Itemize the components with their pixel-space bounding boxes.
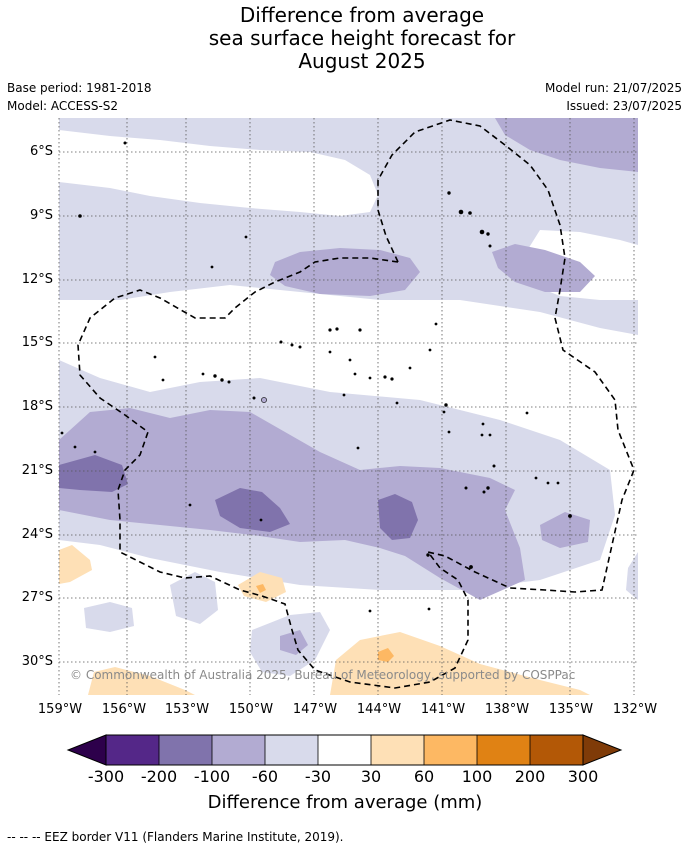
anomaly-patch-sw-1 bbox=[84, 602, 134, 632]
eez-footnote: -- -- -- EEZ border V11 (Flanders Marine… bbox=[7, 830, 344, 844]
title-line-2: sea surface height forecast for bbox=[208, 26, 516, 50]
colorbar-label-p200: 200 bbox=[514, 767, 546, 786]
colorbar-label-p30: 30 bbox=[360, 767, 382, 786]
lat-label-18s: 18°S bbox=[21, 399, 53, 414]
colorbar-label-p100: 100 bbox=[461, 767, 493, 786]
lon-label-153w: 153°W bbox=[164, 702, 210, 717]
lat-label-21s: 21°S bbox=[21, 463, 53, 478]
lat-label-9s: 9°S bbox=[29, 208, 53, 223]
colorbar-segment bbox=[424, 735, 477, 765]
anomaly-region-dark-central bbox=[215, 488, 290, 532]
colorbar-segment bbox=[371, 735, 424, 765]
colorbar-title: Difference from average (mm) bbox=[207, 792, 483, 813]
model-run: Model run: 21/07/2025 bbox=[544, 81, 682, 95]
base-period: Base period: 1981-2018 bbox=[7, 81, 152, 95]
anomaly-fields bbox=[59, 118, 638, 695]
anomaly-patch-south-dark bbox=[280, 630, 308, 655]
anomaly-region-south-mid bbox=[59, 408, 525, 600]
lat-label-30s: 30°S bbox=[21, 654, 53, 669]
eez-border-central bbox=[77, 257, 469, 689]
islands bbox=[60, 141, 572, 613]
colorbar-label-m300: -300 bbox=[87, 767, 125, 786]
colorbar-segment bbox=[212, 735, 265, 765]
copyright-text: © Commonwealth of Australia 2025, Bureau… bbox=[70, 668, 576, 682]
anomaly-region-dark-west bbox=[59, 455, 128, 492]
eez-borders bbox=[77, 119, 635, 689]
forecast-map bbox=[58, 118, 638, 695]
title-line-1: Difference from average bbox=[239, 3, 485, 27]
anomaly-region-ne bbox=[495, 118, 638, 172]
lon-label-156w: 156°W bbox=[101, 702, 147, 717]
colorbar-label-m60: -60 bbox=[251, 767, 279, 786]
anomaly-patch-sw-2 bbox=[170, 572, 218, 624]
gridlines bbox=[58, 118, 638, 695]
issued-date: Issued: 23/07/2025 bbox=[566, 99, 682, 113]
eez-border-north bbox=[377, 119, 635, 593]
colorbar-extend-low bbox=[66, 734, 107, 766]
anomaly-region-11s-east bbox=[492, 244, 595, 292]
anomaly-region-south-east-mid bbox=[540, 512, 590, 548]
lat-label-6s: 6°S bbox=[29, 144, 53, 159]
colorbar-label-m30: -30 bbox=[304, 767, 332, 786]
lat-label-24s: 24°S bbox=[21, 527, 53, 542]
anomaly-positive-south-core bbox=[378, 648, 394, 662]
colorbar-label-m100: -100 bbox=[193, 767, 231, 786]
lon-label-150w: 150°W bbox=[228, 702, 274, 717]
colorbar-segment bbox=[477, 735, 530, 765]
colorbar-segment bbox=[265, 735, 318, 765]
lon-label-159w: 159°W bbox=[37, 702, 83, 717]
anomaly-positive-southwest bbox=[88, 667, 195, 695]
colorbar-segment bbox=[318, 735, 371, 765]
lon-label-132w: 132°W bbox=[612, 702, 658, 717]
anomaly-region-dark-east bbox=[378, 494, 418, 540]
colorbar-label-m200: -200 bbox=[140, 767, 178, 786]
lon-label-141w: 141°W bbox=[420, 702, 466, 717]
colorbar-segment bbox=[159, 735, 212, 765]
anomaly-positive-west bbox=[59, 545, 92, 584]
colorbar-label-p60: 60 bbox=[413, 767, 435, 786]
colorbar-label-p300: 300 bbox=[567, 767, 599, 786]
title-line-3: August 2025 bbox=[298, 49, 426, 73]
anomaly-positive-south bbox=[330, 632, 590, 695]
anomaly-positive-central-core bbox=[256, 584, 266, 593]
colorbar-segment bbox=[530, 735, 583, 765]
map-title: Difference from average sea surface heig… bbox=[0, 4, 690, 73]
lon-label-138w: 138°W bbox=[484, 702, 530, 717]
colorbar bbox=[66, 734, 623, 766]
anomaly-gap-north bbox=[59, 130, 378, 216]
lon-label-144w: 144°W bbox=[356, 702, 402, 717]
lat-label-27s: 27°S bbox=[21, 590, 53, 605]
lon-label-147w: 147°W bbox=[292, 702, 338, 717]
colorbar-segment bbox=[106, 735, 159, 765]
anomaly-patch-east-edge bbox=[626, 552, 638, 600]
meta-right: Model run: 21/07/2025 Issued: 23/07/2025 bbox=[545, 79, 682, 115]
meta-left: Base period: 1981-2018 Model: ACCESS-S2 bbox=[7, 79, 152, 115]
colorbar-extend-high bbox=[582, 734, 623, 766]
lat-label-15s: 15°S bbox=[21, 335, 53, 350]
lat-label-12s: 12°S bbox=[21, 272, 53, 287]
lon-label-135w: 135°W bbox=[548, 702, 594, 717]
model-name: Model: ACCESS-S2 bbox=[7, 99, 119, 113]
